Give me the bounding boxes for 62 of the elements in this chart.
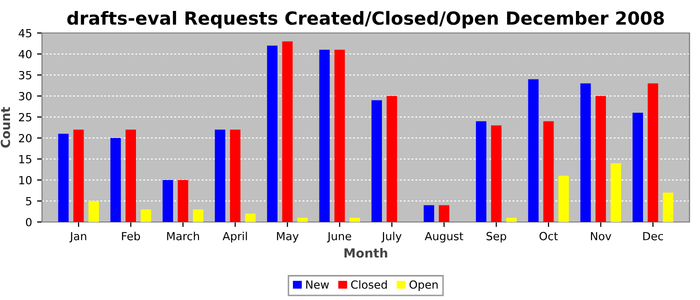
x-tick-label: Jan (69, 232, 86, 242)
y-tick-label: 40 (18, 50, 32, 58)
bar (319, 50, 330, 222)
bar (245, 214, 256, 222)
chart-title: drafts-eval Requests Created/Closed/Open December 2008 (67, 10, 664, 28)
bar (162, 180, 174, 222)
x-tick-label: April (222, 232, 247, 242)
bar (662, 192, 674, 222)
y-tick-label: 30 (18, 92, 32, 100)
bar (438, 205, 450, 222)
y-tick-label: 15 (19, 155, 32, 164)
bar (267, 46, 278, 222)
bar (350, 218, 360, 222)
bar (110, 138, 121, 222)
bar (282, 41, 293, 222)
bar (648, 83, 658, 222)
bar (126, 130, 136, 222)
legend-label: New (306, 280, 329, 289)
bar (558, 176, 569, 222)
x-tick-label: Feb (122, 232, 140, 240)
bar (610, 163, 622, 222)
bar (88, 201, 99, 222)
x-tick-label: June (326, 232, 352, 242)
bar (476, 121, 486, 222)
bar (73, 130, 84, 222)
legend-label: Closed (351, 280, 387, 289)
y-tick-label: 0 (26, 218, 32, 226)
legend-label: Open (410, 280, 438, 291)
x-axis-title: Month (344, 248, 388, 258)
bar (140, 209, 152, 222)
bar (178, 180, 188, 222)
y-tick-label: 45 (18, 29, 32, 38)
bar (371, 100, 382, 222)
bar (386, 96, 398, 222)
bar (528, 79, 539, 222)
y-tick-label: 5 (26, 197, 32, 206)
bar (632, 112, 644, 222)
bar (214, 130, 226, 222)
y-axis-title: Count (0, 107, 10, 148)
y-tick-label: 10 (19, 176, 32, 184)
x-tick-label: Oct (540, 232, 558, 240)
bar (297, 218, 308, 222)
x-tick-label: Dec (643, 232, 664, 240)
x-tick-label: Sep (486, 232, 506, 242)
x-tick-label: Nov (590, 232, 612, 240)
x-tick-label: July (381, 232, 402, 242)
bar (491, 125, 502, 222)
bar (580, 83, 591, 222)
y-tick-label: 35 (18, 70, 32, 80)
bar (506, 218, 517, 222)
x-tick-label: August (424, 232, 464, 242)
bar (596, 96, 606, 222)
y-tick-label: 20 (18, 134, 32, 142)
bar (334, 50, 345, 222)
bar (230, 130, 240, 222)
x-tick-label: March (167, 232, 199, 240)
x-tick-label: May (277, 232, 299, 242)
bar (424, 205, 434, 222)
bar (192, 209, 204, 222)
bar (543, 121, 554, 222)
y-tick-label: 25 (18, 112, 32, 122)
bar (58, 134, 69, 222)
